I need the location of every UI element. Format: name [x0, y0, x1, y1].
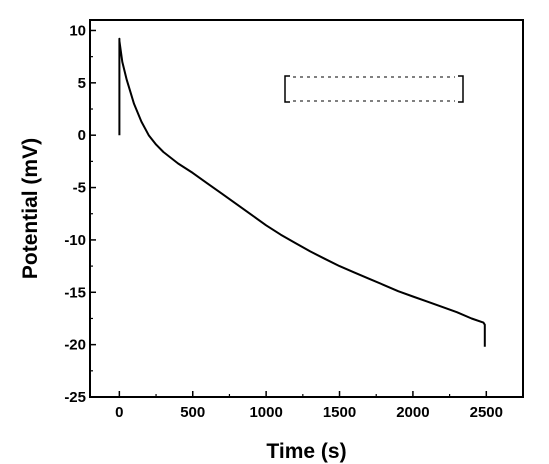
- y-tick-label: 5: [78, 75, 86, 92]
- x-tick-label: 1500: [323, 404, 356, 421]
- x-tick-label: 500: [180, 404, 205, 421]
- x-tick-label: 2500: [470, 404, 503, 421]
- y-tick-label: 0: [78, 127, 86, 144]
- x-axis-title: Time (s): [266, 440, 346, 463]
- y-axis: 10 5 0 -5 -10 -15 -20 -25: [64, 22, 96, 406]
- x-tick-label: 1000: [249, 404, 282, 421]
- plot-border: [89, 19, 524, 398]
- y-axis-title: Potential (mV): [19, 138, 42, 279]
- series-line: [118, 37, 486, 347]
- y-tick-label: -15: [64, 284, 86, 301]
- plot-frame: [89, 19, 524, 398]
- series-group: [118, 37, 486, 347]
- x-tick-label: 0: [115, 404, 123, 421]
- legend-right-bracket: [458, 75, 464, 103]
- legend-left-bracket: [284, 75, 290, 103]
- y-tick-label: -25: [64, 389, 86, 406]
- y-tick-label: 10: [69, 22, 86, 39]
- y-tick-label: -10: [64, 232, 86, 249]
- legend: [284, 75, 464, 103]
- x-tick-label: 2000: [396, 404, 429, 421]
- x-axis: 0 500 1000 1500 2000 2500: [115, 391, 503, 421]
- y-tick-label: -5: [73, 180, 86, 197]
- y-tick-label: -20: [64, 337, 86, 354]
